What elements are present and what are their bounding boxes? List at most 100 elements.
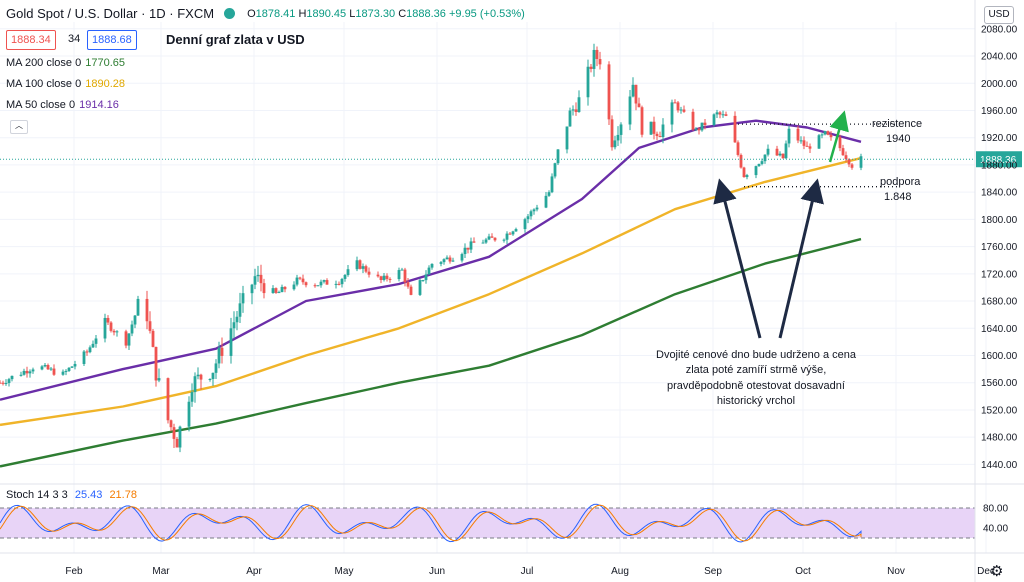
ohlc-l-prefix: L (349, 7, 356, 20)
chart-header: Gold Spot / U.S. Dollar · 1D · FXCM O187… (6, 6, 525, 21)
candle-body (271, 288, 275, 294)
candle-body (298, 277, 302, 279)
collapse-legend-icon[interactable]: ︿ (10, 120, 28, 134)
open-value: 1878.41 (255, 7, 296, 20)
candle-body (259, 274, 263, 284)
candle-body (187, 401, 191, 427)
x-tick-label: Sep (704, 566, 722, 577)
candle-body (493, 237, 497, 241)
candle-body (397, 270, 401, 280)
candle-body (808, 146, 812, 149)
candle-body (112, 330, 116, 333)
resistance-value: 1940 (886, 133, 910, 145)
candle-body (607, 64, 611, 120)
candle-body (766, 148, 770, 155)
candle-body (586, 66, 590, 98)
candle-body (760, 161, 764, 164)
candle-body (796, 128, 800, 141)
candle-body (700, 122, 704, 131)
candles[interactable] (0, 43, 863, 453)
candle-body (322, 280, 326, 282)
y-tick-label: 1480.00 (981, 433, 1018, 444)
candle-body (691, 111, 695, 130)
candle-body (400, 269, 404, 271)
stoch-k-line (0, 503, 862, 543)
candle-body (553, 163, 557, 177)
candle-body (319, 281, 323, 286)
candle-body (67, 367, 71, 371)
candle-body (430, 263, 434, 268)
y-tick-label: 1640.00 (981, 324, 1018, 335)
settings-gear-icon[interactable]: ⚙ (990, 563, 1004, 580)
candle-body (661, 124, 665, 137)
candle-body (817, 135, 821, 149)
candle-body (250, 284, 254, 294)
y-tick-label: 1680.00 (981, 297, 1018, 308)
candle-body (676, 102, 680, 111)
candle-body (859, 156, 863, 168)
currency-selector[interactable]: USD (984, 6, 1014, 24)
sell-price-button[interactable]: 1888.34 (6, 30, 56, 50)
candle-body (334, 283, 338, 285)
y-tick-label: 1560.00 (981, 378, 1018, 389)
buy-price-button[interactable]: 1888.68 (87, 30, 137, 50)
stoch-legend[interactable]: Stoch 14 3 3 25.43 21.78 (6, 489, 137, 501)
candle-body (388, 278, 392, 280)
change-value: +9.95 (+0.53%) (448, 7, 525, 20)
candle-body (256, 274, 260, 277)
candle-body (343, 275, 347, 279)
note-line-2: zlata poté zamíří strmě výše, (686, 364, 827, 376)
candle-body (505, 233, 509, 240)
x-tick-label: Jul (521, 566, 534, 577)
candle-body (292, 284, 296, 290)
symbol-title[interactable]: Gold Spot / U.S. Dollar · 1D · FXCM (6, 6, 215, 21)
candle-body (274, 288, 278, 293)
y-tick-label: 1920.00 (981, 133, 1018, 144)
candle-body (109, 322, 113, 331)
candle-body (655, 133, 659, 137)
ma200-legend[interactable]: MA 200 close 0 1770.65 (6, 57, 125, 69)
candle-body (124, 331, 128, 346)
candle-body (232, 322, 236, 329)
candle-body (721, 114, 725, 116)
candle-body (4, 383, 8, 385)
note-line-1: Dvojité cenové dno bude udrženo a cena (656, 349, 857, 361)
candle-body (523, 219, 527, 230)
candle-body (145, 298, 149, 322)
candle-body (127, 333, 131, 346)
candle-body (382, 275, 386, 280)
x-tick-label: Feb (65, 566, 83, 577)
candle-body (235, 316, 239, 323)
candle-body (148, 321, 152, 331)
candle-body (526, 216, 530, 220)
ma50-legend[interactable]: MA 50 close 0 1914.16 (6, 99, 119, 111)
candle-body (628, 96, 632, 125)
candle-body (262, 283, 266, 294)
ma100-legend[interactable]: MA 100 close 0 1890.28 (6, 78, 125, 90)
candle-body (775, 148, 779, 156)
y-tick-label: 1520.00 (981, 405, 1018, 416)
candle-body (241, 293, 245, 304)
candle-body (649, 121, 653, 135)
candle-body (361, 266, 365, 269)
candle-body (7, 379, 11, 384)
candle-body (403, 269, 407, 283)
candle-body (424, 274, 428, 281)
support-label: podpora (880, 176, 921, 188)
candle-body (175, 438, 179, 448)
candle-body (106, 317, 110, 323)
candle-body (844, 155, 848, 160)
candle-body (556, 149, 560, 164)
candle-body (409, 286, 413, 295)
candle-body (820, 134, 824, 136)
moving-average-lines (0, 119, 862, 468)
candle-body (70, 366, 74, 368)
candle-body (133, 315, 137, 325)
candle-body (157, 378, 161, 381)
high-value: 1890.45 (306, 7, 347, 20)
candle-body (472, 241, 476, 243)
candle-body (592, 49, 596, 69)
arrow-to-first-bottom (713, 178, 762, 339)
candle-body (73, 363, 77, 367)
